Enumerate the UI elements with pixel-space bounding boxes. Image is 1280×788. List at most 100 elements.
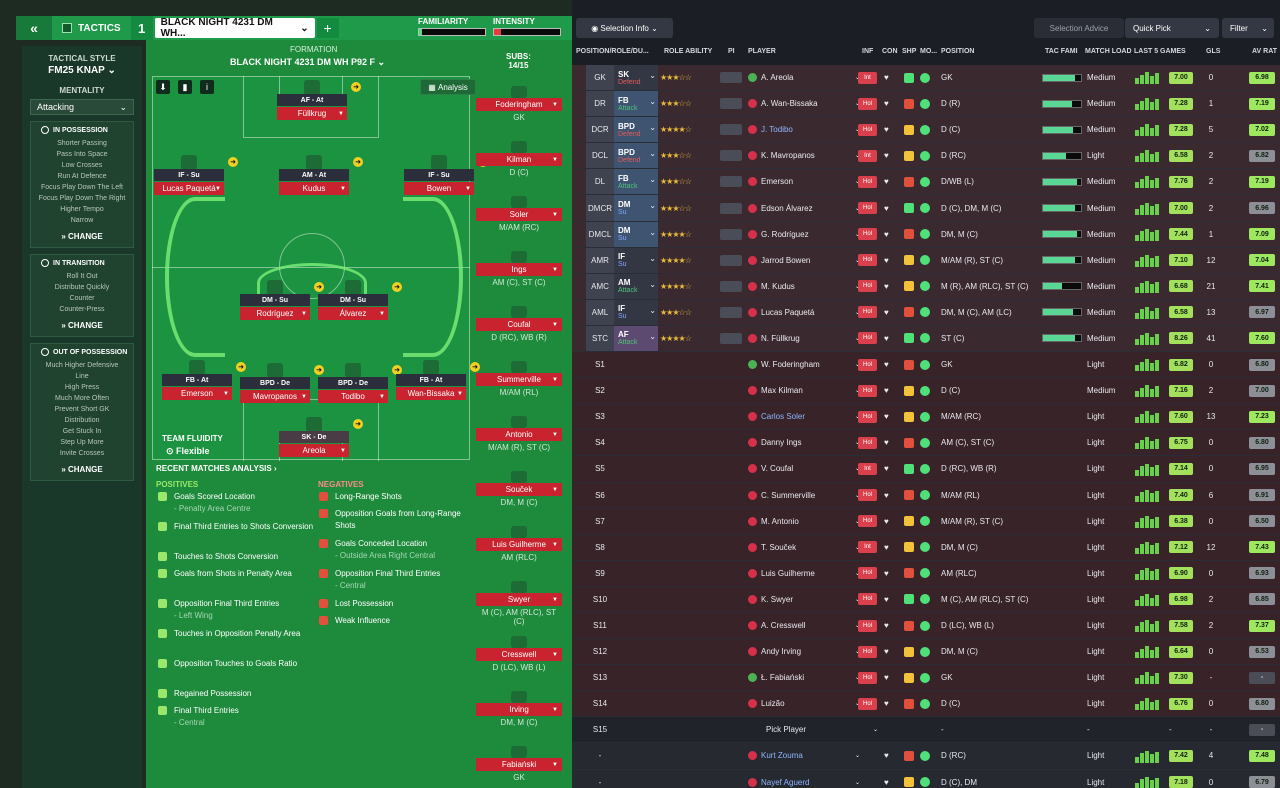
row-position[interactable]: DCL [586,143,614,169]
table-row[interactable]: S6 C. Summerville ⌄Hol ♥ M/AM (RL) Light 7.40 6… [572,482,1280,509]
sub-player[interactable]: Summerville ▼ M/AM (RL) [476,361,562,405]
column-header[interactable]: TAC FAMI [1045,48,1078,55]
table-row[interactable]: S1 W. Foderingham ⌄Hol ♥ GK Light 6.82 0 6.80 [572,352,1280,379]
player-cell[interactable]: K. Swyer ⌄ [748,587,860,612]
player-cell[interactable]: A. Cresswell ⌄ [748,613,860,638]
pitch-player[interactable]: SK - De Areola ▼ ➜ [279,417,363,461]
table-row[interactable]: S7 M. Antonio ⌄Hol ♥ M/AM (R), ST (C) Light 6.… [572,508,1280,535]
player-cell[interactable]: Luizão ⌄ [748,691,860,716]
player-name[interactable]: Carlos Soler [761,412,806,422]
row-role-duty[interactable]: AF Attack ⌄ [614,325,658,352]
player-name[interactable]: G. Rodríguez [761,229,809,239]
row-role-duty[interactable]: IF Su ⌄ [614,247,658,273]
column-header[interactable]: CON [882,48,898,55]
familiarity-meter[interactable]: FAMILIARITY [418,17,486,36]
row-position[interactable]: DMCR [586,195,614,221]
row-position[interactable]: S8 [595,542,605,552]
sub-player-name[interactable]: Swyer ▼ [476,593,562,606]
player-cell[interactable]: Danny Ings ⌄ [748,430,860,455]
column-header[interactable]: POSITION/ROLE/DU... [576,48,649,55]
player-cell[interactable]: Carlos Soler ⌄ [748,404,860,429]
player-cell[interactable]: Kurt Zouma ⌄ [748,743,860,768]
pitch-player[interactable]: FB - At Wan-Bissaka ▼ ➜ [396,360,480,404]
row-role-duty[interactable]: BPD Defend ⌄ [614,143,658,169]
player-role[interactable]: FB - At [162,374,232,386]
row-position[interactable]: S9 [595,568,605,578]
tactic-select[interactable]: BLACK NIGHT 4231 DM WH... ⌄ [154,17,315,39]
sub-player[interactable]: Coufal ▼ D (RC), WB (R) [476,306,562,350]
mentality-select[interactable]: Attacking ⌄ [30,99,134,115]
row-position[interactable]: - [598,751,602,761]
row-position[interactable]: S5 [595,464,605,474]
sub-player[interactable]: Luis Guilherme ▼ AM (RLC) [476,526,562,570]
table-row[interactable]: S4 Danny Ings ⌄Hol ♥ AM (C), ST (C) Light 6.75… [572,430,1280,457]
player-name[interactable]: A. Areola [761,73,794,83]
row-position[interactable]: S13 [592,673,608,683]
row-position[interactable]: S15 [592,725,608,735]
analysis-button[interactable]: ▦ Analysis [420,79,476,95]
table-row[interactable]: - Nayef Aguerd ⌄ ♥ D (C), DM Light 7.18 0 6.79 [572,769,1280,788]
row-role-duty[interactable]: FB Attack ⌄ [614,169,658,195]
pitch-player[interactable]: DM - Su Rodríguez ▼ ➜ [240,280,324,324]
player-name[interactable]: V. Coufal [761,464,794,474]
selection-advice-button[interactable]: Selection Advice [1034,18,1124,38]
sub-player-name[interactable]: Luis Guilherme ▼ [476,538,562,551]
player-name[interactable]: W. Foderingham [761,360,820,370]
instruction-arrow-icon[interactable]: ➜ [236,362,246,372]
player-cell[interactable]: C. Summerville ⌄ [748,483,860,508]
player-name[interactable]: Füllkrug ▼ [277,107,347,120]
column-header[interactable]: LAST 5 GAMES [1134,48,1186,55]
player-cell[interactable]: K. Mavropanos ⌄ [748,143,860,168]
pitch-player[interactable]: DM - Su Álvarez ▼ ➜ [318,280,402,324]
pitch-player[interactable]: FB - At Emerson ▼ ➜ [162,360,246,404]
player-instructions[interactable] [720,91,744,116]
player-cell[interactable]: Jarrod Bowen ⌄ [748,248,860,273]
column-header[interactable]: INF [862,48,874,55]
player-instructions[interactable] [720,274,744,299]
row-position[interactable]: S2 [595,386,605,396]
player-cell[interactable]: A. Areola ⌄ [748,65,860,90]
player-cell[interactable]: A. Wan-Bissaka ⌄ [748,91,860,116]
player-instructions[interactable] [720,169,744,194]
formation-select[interactable]: BLACK NIGHT 4231 DM WH P92 F ⌄ [230,57,386,67]
table-row[interactable]: S9 Luis Guilherme ⌄Hol ♥ AM (RLC) Light 6.90 0 6… [572,560,1280,587]
player-cell[interactable]: Luis Guilherme ⌄ [748,561,860,586]
sub-player-name[interactable]: Cresswell ▼ [476,648,562,661]
sub-player-name[interactable]: Ings ▼ [476,263,562,276]
sub-player-name[interactable]: Antonio ▼ [476,428,562,441]
player-name[interactable]: Lucas Paquetá [761,307,815,317]
player-cell[interactable]: M. Kudus ⌄ [748,274,860,299]
player-name[interactable]: Todibo ▼ [318,390,388,403]
row-role-duty[interactable]: IF Su ⌄ [614,299,658,325]
instruction-arrow-icon[interactable]: ➜ [353,157,363,167]
player-name[interactable]: N. Füllkrug [761,333,800,343]
row-role-duty[interactable]: SK Defend ⌄ [614,65,658,91]
player-role[interactable]: IF - Su [404,169,474,181]
player-name[interactable]: C. Summerville [761,490,816,500]
sub-player[interactable]: Soler ▼ M/AM (RC) [476,196,562,240]
player-instructions[interactable] [720,326,744,351]
player-name[interactable]: Luizão [761,699,785,709]
row-role-duty[interactable]: AM Attack ⌄ [614,273,658,299]
player-name[interactable]: Jarrod Bowen [761,255,811,265]
player-cell[interactable]: M. Antonio ⌄ [748,509,860,534]
player-name[interactable]: Max Kilman [761,386,803,396]
sub-player-name[interactable]: Kilman ▼ [476,153,562,166]
player-name[interactable]: Rodríguez ▼ [240,307,310,320]
player-cell[interactable]: J. Todibo ⌄ [748,117,860,142]
instruction-arrow-icon[interactable]: ➜ [314,365,324,375]
table-row[interactable]: S15 Pick Player ⌄ - - - - - [572,717,1280,744]
player-name[interactable]: A. Cresswell [761,621,806,631]
column-header[interactable]: SHP [902,48,917,55]
player-role[interactable]: DM - Su [240,294,310,306]
player-instructions[interactable] [720,195,744,220]
player-name[interactable]: T. Souček [761,542,797,552]
sub-player-name[interactable]: Fabiański ▼ [476,758,562,771]
player-cell[interactable]: T. Souček ⌄ [748,535,860,560]
sub-player[interactable]: Souček ▼ DM, M (C) [476,471,562,515]
